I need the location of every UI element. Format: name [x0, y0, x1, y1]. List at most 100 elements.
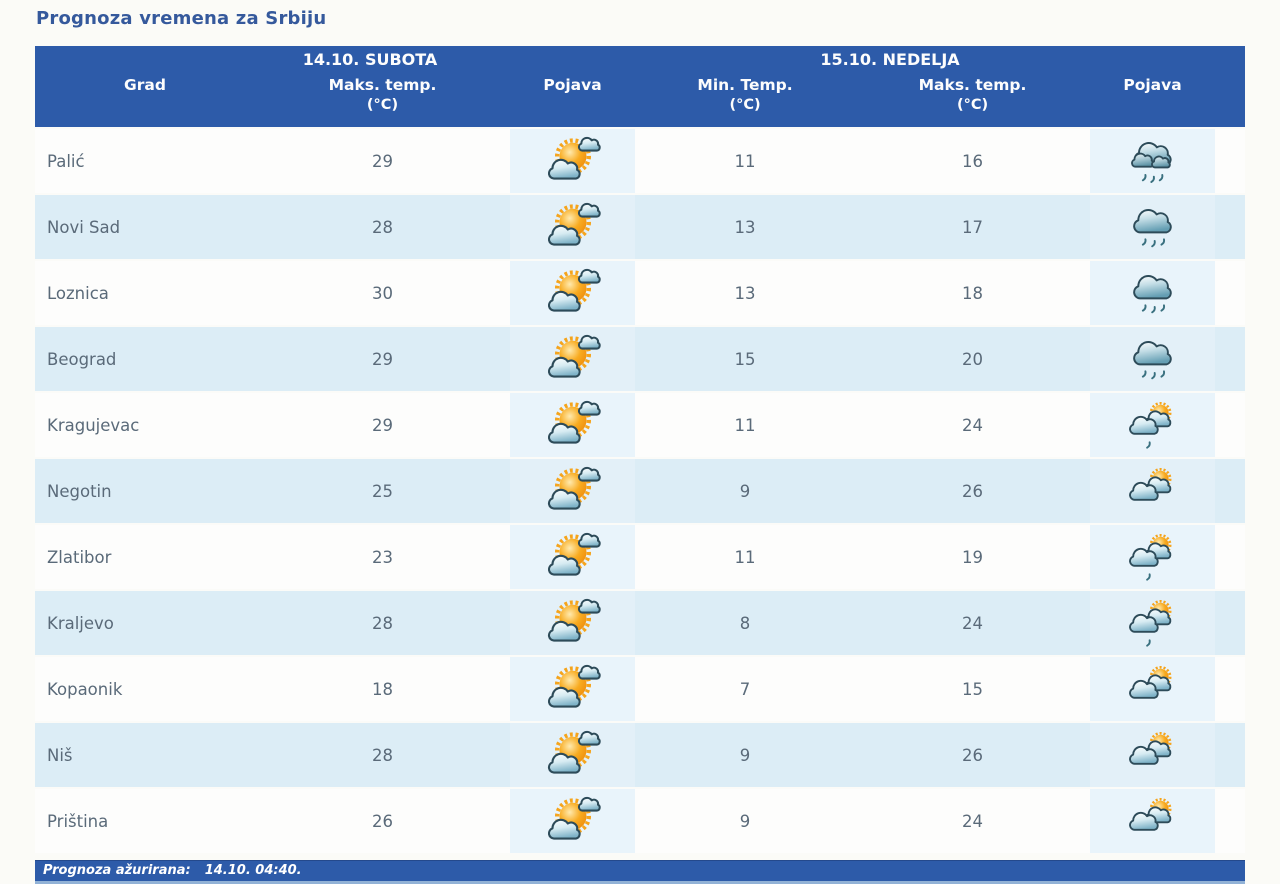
sunday-weather-cell	[1090, 392, 1216, 459]
row-spacer	[1215, 722, 1246, 789]
table-row: Loznica 30 13 18	[35, 260, 1246, 327]
city-name: Kopaonik	[35, 656, 255, 723]
update-status-bar: Prognoza ažurirana: 14.10. 04:40.	[35, 860, 1245, 884]
sunday-weather-cell	[1090, 260, 1216, 327]
row-spacer	[1215, 458, 1246, 525]
saturday-max-temp: 23	[255, 524, 510, 591]
sunday-min-temp: 11	[635, 392, 856, 459]
forecast-table: 14.10. SUBOTA 15.10. NEDELJA Grad Maks. …	[35, 46, 1246, 855]
row-spacer	[1215, 590, 1246, 657]
city-name: Priština	[35, 788, 255, 855]
row-spacer	[1215, 326, 1246, 393]
row-spacer	[1215, 788, 1246, 855]
saturday-weather-cell	[510, 392, 636, 459]
sunday-max-temp: 26	[855, 458, 1091, 525]
saturday-max-temp: 29	[255, 128, 510, 195]
row-spacer	[1215, 260, 1246, 327]
saturday-weather-cell	[510, 722, 636, 789]
saturday-weather-cell	[510, 260, 636, 327]
saturday-weather-cell	[510, 788, 636, 855]
weather-icon-clouds-sun-rain	[1128, 401, 1171, 449]
column-header-grad: Grad	[35, 75, 255, 129]
saturday-max-temp: 28	[255, 194, 510, 261]
table-header: 14.10. SUBOTA 15.10. NEDELJA Grad Maks. …	[35, 46, 1246, 129]
table-row: Beograd 29 15 20	[35, 326, 1246, 393]
sunday-min-temp: 13	[635, 194, 856, 261]
sunday-max-temp: 26	[855, 722, 1091, 789]
weather-icon-sun-clouds	[547, 664, 601, 708]
column-header-sat-max-temp: Maks. temp. (°C)	[255, 75, 510, 129]
sunday-max-temp: 17	[855, 194, 1091, 261]
saturday-max-temp: 25	[255, 458, 510, 525]
column-header-sun-min-temp: Min. Temp. (°C)	[635, 75, 856, 129]
saturday-max-temp: 30	[255, 260, 510, 327]
city-name: Beograd	[35, 326, 255, 393]
table-row: Novi Sad 28 13 17	[35, 194, 1246, 261]
weather-icon-sun-clouds	[547, 532, 601, 576]
sunday-min-temp: 8	[635, 590, 856, 657]
saturday-max-temp: 26	[255, 788, 510, 855]
city-name: Kraljevo	[35, 590, 255, 657]
sunday-min-temp: 13	[635, 260, 856, 327]
saturday-weather-cell	[510, 590, 636, 657]
table-row: Kragujevac 29 11 24	[35, 392, 1246, 459]
city-name: Palić	[35, 128, 255, 195]
saturday-weather-cell	[510, 326, 636, 393]
weather-icon-cloud-rain	[1132, 274, 1172, 313]
weather-icon-sun-clouds	[547, 796, 601, 840]
weather-icon-sun-clouds	[547, 136, 601, 180]
table-row: Kopaonik 18 7 15	[35, 656, 1246, 723]
day-header-saturday: 14.10. SUBOTA	[35, 46, 636, 75]
row-spacer	[1215, 524, 1246, 591]
sunday-weather-cell	[1090, 194, 1216, 261]
saturday-weather-cell	[510, 656, 636, 723]
sunday-weather-cell	[1090, 722, 1216, 789]
table-row: Kraljevo 28 8 24	[35, 590, 1246, 657]
sunday-min-temp: 9	[635, 458, 856, 525]
weather-icon-clouds-sun	[1128, 797, 1171, 831]
forecast-table-body: Palić 29 11 16 Novi Sad 28 13	[35, 128, 1246, 855]
sunday-weather-cell	[1090, 590, 1216, 657]
weather-icon-sun-clouds	[547, 268, 601, 312]
table-row: Priština 26 9 24	[35, 788, 1246, 855]
table-row: Palić 29 11 16	[35, 128, 1246, 195]
sunday-max-temp: 15	[855, 656, 1091, 723]
table-row: Niš 28 9 26	[35, 722, 1246, 789]
row-spacer	[1215, 194, 1246, 261]
weather-icon-sun-clouds	[547, 400, 601, 444]
weather-icon-clouds-rain	[1130, 141, 1172, 183]
sunday-min-temp: 15	[635, 326, 856, 393]
sunday-weather-cell	[1090, 524, 1216, 591]
sunday-max-temp: 24	[855, 392, 1091, 459]
weather-icon-clouds-sun	[1128, 731, 1171, 765]
column-header-sat-pojava: Pojava	[510, 75, 636, 129]
sunday-min-temp: 7	[635, 656, 856, 723]
sunday-max-temp: 16	[855, 128, 1091, 195]
sunday-weather-cell	[1090, 326, 1216, 393]
sunday-weather-cell	[1090, 128, 1216, 195]
day-header-sunday: 15.10. NEDELJA	[635, 46, 1246, 75]
row-spacer	[1215, 128, 1246, 195]
page-title: Prognoza vremena za Srbiju	[36, 8, 327, 29]
update-time: 14.10. 04:40.	[204, 863, 302, 878]
saturday-max-temp: 28	[255, 590, 510, 657]
sunday-weather-cell	[1090, 656, 1216, 723]
column-header-row: Grad Maks. temp. (°C) Pojava Min. Temp. …	[35, 75, 1246, 129]
sunday-weather-cell	[1090, 788, 1216, 855]
city-name: Niš	[35, 722, 255, 789]
sunday-max-temp: 24	[855, 788, 1091, 855]
sunday-max-temp: 20	[855, 326, 1091, 393]
weather-icon-sun-clouds	[547, 334, 601, 378]
weather-icon-sun-clouds	[547, 202, 601, 246]
column-header-sun-pojava: Pojava	[1090, 75, 1216, 129]
weather-icon-sun-clouds	[547, 466, 601, 510]
saturday-max-temp: 28	[255, 722, 510, 789]
weather-icon-clouds-sun	[1128, 665, 1171, 699]
column-header-spacer	[1215, 75, 1246, 129]
weather-icon-clouds-sun	[1128, 467, 1171, 501]
sunday-min-temp: 11	[635, 524, 856, 591]
sunday-max-temp: 18	[855, 260, 1091, 327]
saturday-max-temp: 18	[255, 656, 510, 723]
date-header-row: 14.10. SUBOTA 15.10. NEDELJA	[35, 46, 1246, 75]
